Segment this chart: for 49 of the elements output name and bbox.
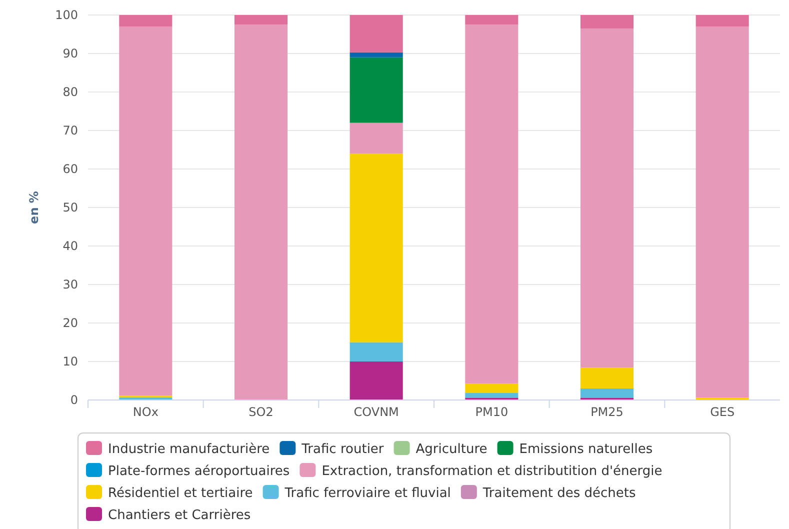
legend-label: Trafic ferroviaire et fluvial: [284, 486, 451, 501]
y-tick-label: 70: [62, 124, 78, 138]
bar: [350, 342, 403, 362]
y-tick-label: 100: [55, 8, 78, 22]
bar: [580, 388, 634, 398]
y-tick-label: 90: [62, 46, 78, 60]
y-axis-title: en %: [27, 191, 41, 224]
y-tick-label: 50: [62, 200, 78, 214]
y-tick-label: 60: [62, 162, 78, 176]
legend-label: Trafic routier: [300, 442, 384, 457]
y-tick-label: 10: [62, 354, 78, 368]
y-tick-label: 40: [62, 239, 78, 253]
y-tick-label: 20: [62, 316, 78, 330]
bar: [696, 15, 749, 27]
bar: [350, 52, 403, 58]
legend-label: Industrie manufacturière: [108, 442, 270, 457]
bar: [234, 24, 288, 400]
bar: [580, 28, 634, 368]
legend-label: Agriculture: [416, 442, 488, 457]
bar: [465, 383, 518, 393]
legend-label: Traitement des déchets: [482, 486, 636, 501]
legend-label: Plate-formes aéroportuaires: [108, 464, 290, 479]
y-tick-label: 30: [62, 278, 78, 292]
x-tick-label: NOx: [132, 405, 158, 419]
bar: [350, 57, 403, 123]
bar: [696, 26, 749, 398]
bar: [350, 362, 403, 400]
legend-label: Emissions naturelles: [519, 442, 653, 457]
bar: [465, 24, 518, 384]
legend-label: Chantiers et Carrières: [108, 508, 251, 523]
bar: [234, 15, 288, 25]
bar: [350, 15, 403, 52]
legend-label: Résidentiel et tertiaire: [108, 486, 253, 501]
x-tick-label: PM25: [590, 405, 624, 419]
bar: [119, 15, 172, 27]
bar: [350, 154, 403, 342]
bar: [350, 122, 403, 154]
bar: [465, 15, 518, 25]
x-tick-label: COVNM: [354, 405, 399, 419]
x-tick-label: SO2: [248, 405, 274, 419]
bar: [465, 392, 518, 398]
x-tick-label: PM10: [475, 405, 508, 419]
bar: [580, 368, 634, 388]
x-tick-label: GES: [710, 405, 735, 419]
y-tick-label: 0: [70, 393, 78, 407]
y-tick-label: 80: [62, 85, 78, 99]
bar: [119, 26, 172, 396]
legend-label: Extraction, transformation et distributition d'énergie: [322, 464, 662, 479]
bar: [580, 15, 634, 28]
